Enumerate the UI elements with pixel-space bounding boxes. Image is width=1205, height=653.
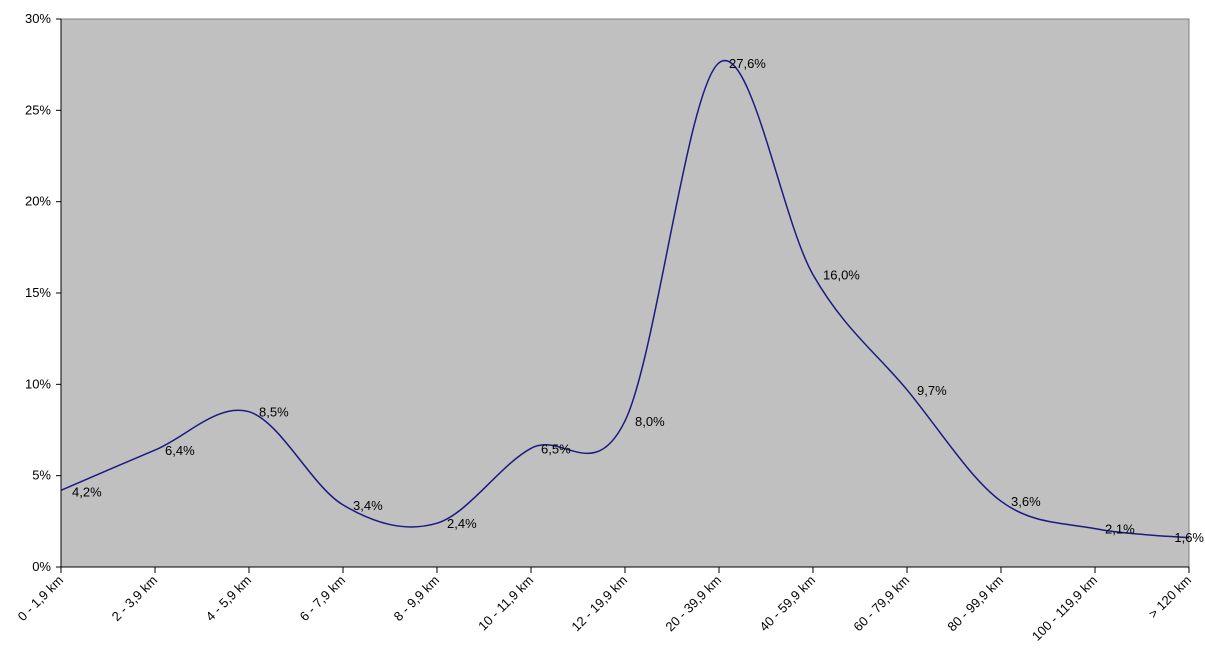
x-axis: 0 - 1,9 km 2 - 3,9 km 4 - 5,9 km 6 - 7,9 km… xyxy=(15,566,1194,644)
y-tick-label: 0% xyxy=(32,559,51,574)
x-tick-label: 40 - 59,9 km xyxy=(756,573,818,635)
data-label: 9,7% xyxy=(917,383,947,398)
x-tick-label: > 120 km xyxy=(1145,573,1194,622)
x-tick-label: 100 - 119,9 km xyxy=(1029,573,1100,644)
data-label: 4,2% xyxy=(72,484,102,499)
x-tick-label: 2 - 3,9 km xyxy=(109,573,160,624)
y-tick-label: 5% xyxy=(32,468,51,483)
data-label: 6,4% xyxy=(165,443,195,458)
data-label: 2,4% xyxy=(447,516,477,531)
x-tick-label: 60 - 79,9 km xyxy=(850,573,912,635)
data-label: 8,0% xyxy=(635,414,665,429)
x-tick-label: 4 - 5,9 km xyxy=(203,573,254,624)
x-tick-label: 80 - 99,9 km xyxy=(944,573,1006,635)
x-tick-label: 0 - 1,9 km xyxy=(15,573,66,624)
series-line-path xyxy=(60,59,1190,539)
y-tick-label: 15% xyxy=(25,285,51,300)
y-tick-label: 25% xyxy=(25,102,51,117)
data-label: 1,6% xyxy=(1174,530,1204,545)
x-tick-label: 10 - 11,9 km xyxy=(475,573,536,634)
x-tick-label: 8 - 9,9 km xyxy=(391,573,442,624)
y-axis: 0% 5% 10% 15% 20% 25% 30% xyxy=(25,11,62,574)
series-line xyxy=(60,59,1190,539)
data-labels: 4,2% 6,4% 8,5% 3,4% 2,4% 6,5% 8,0% 27,6% 16,0% 9,… xyxy=(72,56,1204,545)
y-tick-label: 30% xyxy=(25,11,51,26)
data-label: 27,6% xyxy=(729,56,766,71)
x-tick-label: 12 - 19,9 km xyxy=(568,573,630,635)
y-tick-label: 10% xyxy=(25,376,51,391)
x-tick-label: 6 - 7,9 km xyxy=(297,573,348,624)
y-tick-label: 20% xyxy=(25,194,51,209)
data-label: 3,4% xyxy=(353,498,383,513)
data-label: 6,5% xyxy=(541,441,571,456)
plot-area xyxy=(60,18,1190,568)
data-label: 8,5% xyxy=(259,405,289,420)
data-label: 2,1% xyxy=(1105,522,1135,537)
data-label: 3,6% xyxy=(1011,494,1041,509)
x-tick-label: 20 - 39,9 km xyxy=(662,573,724,635)
data-label: 16,0% xyxy=(823,268,860,283)
